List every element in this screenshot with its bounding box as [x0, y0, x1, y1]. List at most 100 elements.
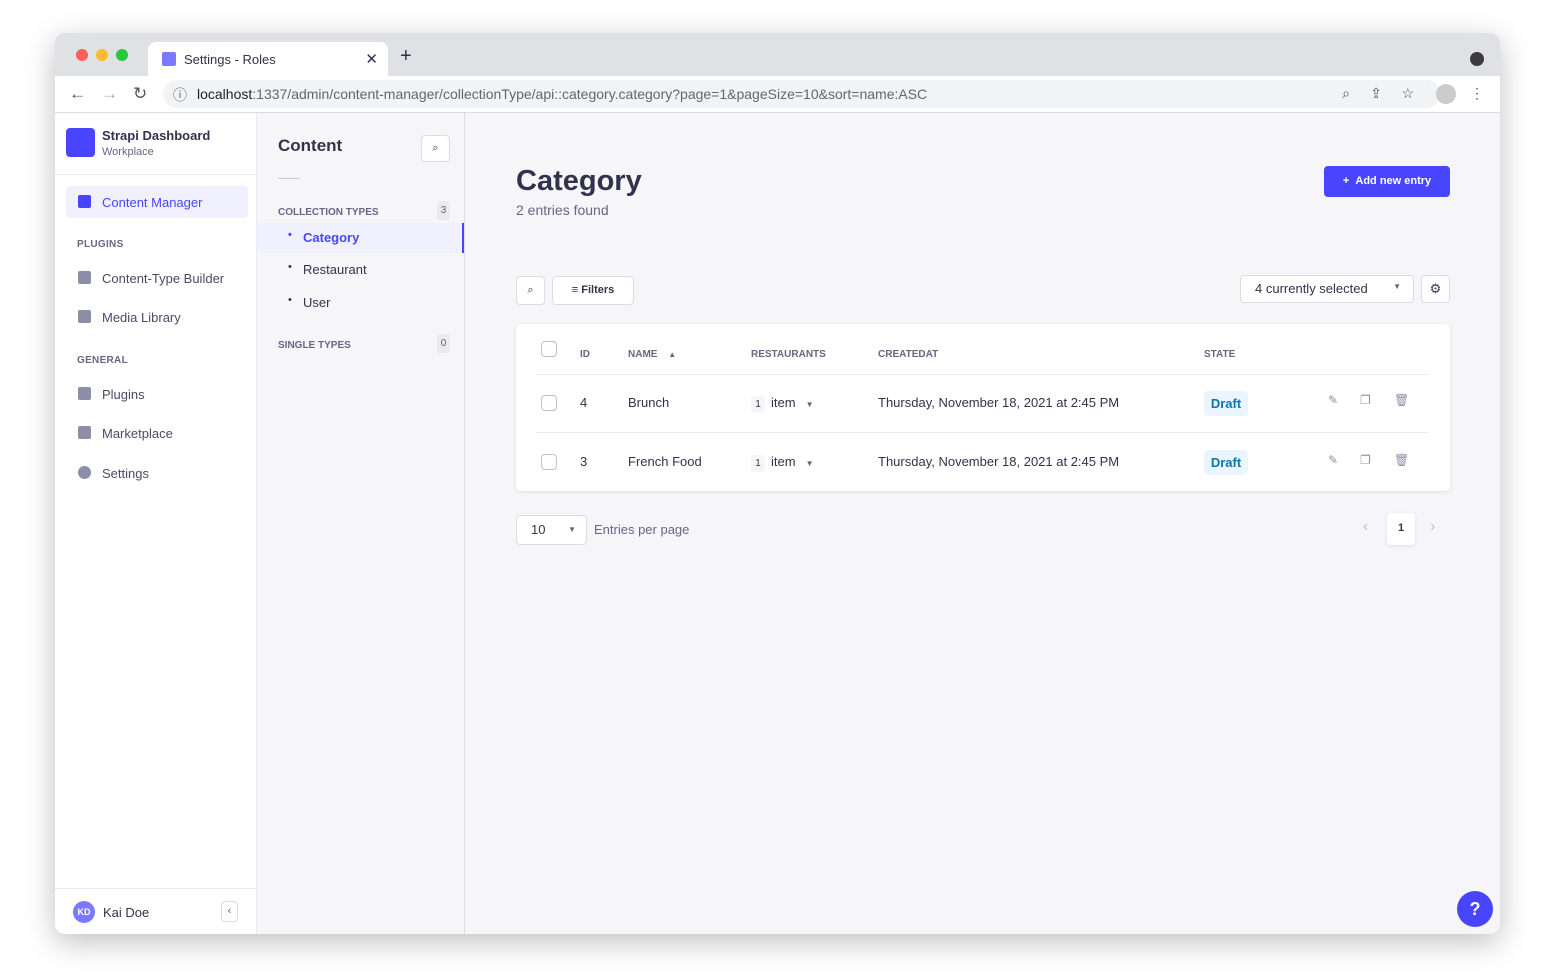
sort-asc-icon: ▲ [668, 350, 677, 359]
page-size-select[interactable]: 10 ▼ [516, 515, 587, 545]
chevron-down-icon: ▼ [1393, 282, 1401, 291]
row-checkbox[interactable] [541, 454, 557, 470]
columns-select[interactable]: 4 currently selected ▼ [1240, 275, 1414, 303]
entries-per-page-label: Entries per page [594, 522, 690, 537]
restaurants-dropdown[interactable]: 1 item ▼ [751, 395, 813, 413]
row-checkbox[interactable] [541, 395, 557, 411]
sidebar-item-label: Marketplace [102, 425, 173, 441]
sidebar-item-label: Content Manager [102, 194, 203, 210]
filters-button[interactable]: ≡ Filters [552, 276, 634, 305]
trash-icon[interactable]: 🗑 [1394, 393, 1410, 407]
header-name-label: NAME [628, 349, 658, 360]
zoom-icon[interactable]: ⌕ [1342, 85, 1350, 101]
brand-name: Strapi Dashboard [102, 128, 211, 143]
gear-icon [78, 466, 91, 479]
new-tab-button[interactable]: + [400, 45, 412, 67]
select-all-checkbox[interactable] [541, 341, 557, 357]
sidebar-item-content-type-builder[interactable]: Content-Type Builder [66, 262, 248, 294]
help-button[interactable]: ? [1457, 891, 1493, 927]
subnav-item-user[interactable]: User [257, 288, 464, 318]
header-name[interactable]: NAME ▲ [628, 349, 676, 360]
add-label: Add new entry [1355, 175, 1432, 187]
cell-id: 4 [580, 395, 588, 410]
entries-count: 2 entries found [516, 202, 609, 218]
content-subnav: Content ⌕ COLLECTION TYPES 3 Category Re… [257, 113, 465, 934]
restaurants-dropdown[interactable]: 1 item ▼ [751, 454, 813, 472]
header-id[interactable]: ID [580, 349, 590, 360]
subnav-item-restaurant[interactable]: Restaurant [257, 255, 464, 285]
tab-bar: Settings - Roles ✕ + [55, 33, 1500, 76]
sidebar-item-plugins[interactable]: Plugins [66, 378, 248, 410]
cell-createdat: Thursday, November 18, 2021 at 2:45 PM [878, 395, 1120, 410]
collapse-sidebar-button[interactable]: ‹ [221, 901, 238, 922]
url-host: localhost [197, 86, 253, 102]
prev-page-icon[interactable]: ‹ [1363, 518, 1369, 535]
sidebar-item-label: Settings [102, 465, 149, 481]
section-general: GENERAL [77, 355, 128, 366]
workspace-name: Workplace [102, 146, 154, 158]
info-icon: ⓘ [173, 87, 187, 103]
cell-name: French Food [628, 454, 702, 469]
close-tab-icon[interactable]: ✕ [365, 51, 378, 68]
cell-createdat: Thursday, November 18, 2021 at 2:45 PM [878, 454, 1120, 469]
url-input[interactable]: ⓘ localhost:1337/admin/content-manager/co… [163, 80, 1440, 108]
sidebar-item-label: Media Library [102, 309, 181, 325]
page-title: Category [516, 165, 642, 197]
tab-search-icon[interactable] [1470, 52, 1484, 66]
browser-tab[interactable]: Settings - Roles ✕ [148, 42, 388, 76]
sidebar-item-media-library[interactable]: Media Library [66, 301, 248, 333]
forward-icon[interactable]: → [101, 84, 118, 103]
puzzle-icon [78, 387, 91, 400]
columns-selected-label: 4 currently selected [1255, 281, 1368, 296]
user-menu[interactable]: KD Kai Doe ‹ [55, 888, 256, 934]
sidebar-item-settings[interactable]: Settings [66, 457, 248, 489]
table-row[interactable]: 3 French Food 1 item ▼ Thursday, November … [536, 432, 1428, 490]
header-state[interactable]: STATE [1204, 349, 1236, 360]
more-menu-icon[interactable]: ⋮ [1470, 85, 1484, 101]
share-icon[interactable]: ⇪ [1370, 85, 1382, 101]
address-bar-row: ← → ↻ ⓘ localhost:1337/admin/content-mana… [55, 76, 1500, 113]
sidebar-item-marketplace[interactable]: Marketplace [66, 417, 248, 449]
single-types-heading: SINGLE TYPES [278, 340, 351, 351]
duplicate-icon[interactable]: ❐ [1360, 453, 1371, 467]
search-button[interactable]: ⌕ [421, 135, 450, 162]
page-1-button[interactable]: 1 [1387, 513, 1415, 545]
trash-icon[interactable]: 🗑 [1394, 453, 1410, 467]
filters-label: Filters [581, 284, 615, 296]
subnav-item-category[interactable]: Category [257, 223, 464, 253]
strapi-favicon-icon [162, 52, 176, 66]
chevron-down-icon: ▼ [568, 525, 576, 534]
avatar: KD [73, 901, 95, 923]
profile-icon[interactable] [1436, 84, 1456, 104]
cell-id: 3 [580, 454, 588, 469]
cart-icon [78, 426, 91, 439]
table-row[interactable]: 4 Brunch 1 item ▼ Thursday, November 18, 2… [536, 374, 1428, 432]
sidebar-item-content-manager[interactable]: Content Manager [66, 186, 248, 218]
bookmark-star-icon[interactable]: ☆ [1401, 85, 1414, 101]
collection-types-heading: COLLECTION TYPES [278, 207, 379, 218]
image-icon [78, 310, 91, 323]
status-badge: Draft [1204, 450, 1248, 475]
header-createdat[interactable]: CREATEDAT [878, 349, 939, 360]
close-window-button[interactable] [76, 49, 88, 61]
edit-pencil-icon[interactable]: ✎ [1328, 453, 1339, 467]
minimize-window-button[interactable] [96, 49, 108, 61]
cell-name: Brunch [628, 395, 670, 410]
browser-window: Settings - Roles ✕ + ← → ↻ ⓘ localhost:133… [55, 33, 1500, 934]
page-size-value: 10 [531, 522, 546, 537]
status-badge: Draft [1204, 391, 1248, 416]
maximize-window-button[interactable] [116, 49, 128, 61]
duplicate-icon[interactable]: ❐ [1360, 393, 1371, 407]
search-button[interactable]: ⌕ [516, 276, 545, 305]
section-plugins: PLUGINS [77, 239, 124, 250]
single-count-badge: 0 [437, 334, 450, 353]
entries-table: ID NAME ▲ RESTAURANTS CREATEDAT STATE 4 … [516, 324, 1450, 491]
unit-label: item [771, 395, 796, 410]
settings-gear-button[interactable]: ⚙ [1421, 275, 1450, 303]
add-new-entry-button[interactable]: + Add new entry [1324, 166, 1450, 197]
sidebar-item-label: Content-Type Builder [102, 270, 225, 286]
reload-icon[interactable]: ↻ [133, 84, 148, 103]
back-icon[interactable]: ← [69, 84, 86, 103]
edit-pencil-icon[interactable]: ✎ [1328, 393, 1339, 407]
next-page-icon[interactable]: › [1430, 518, 1436, 535]
